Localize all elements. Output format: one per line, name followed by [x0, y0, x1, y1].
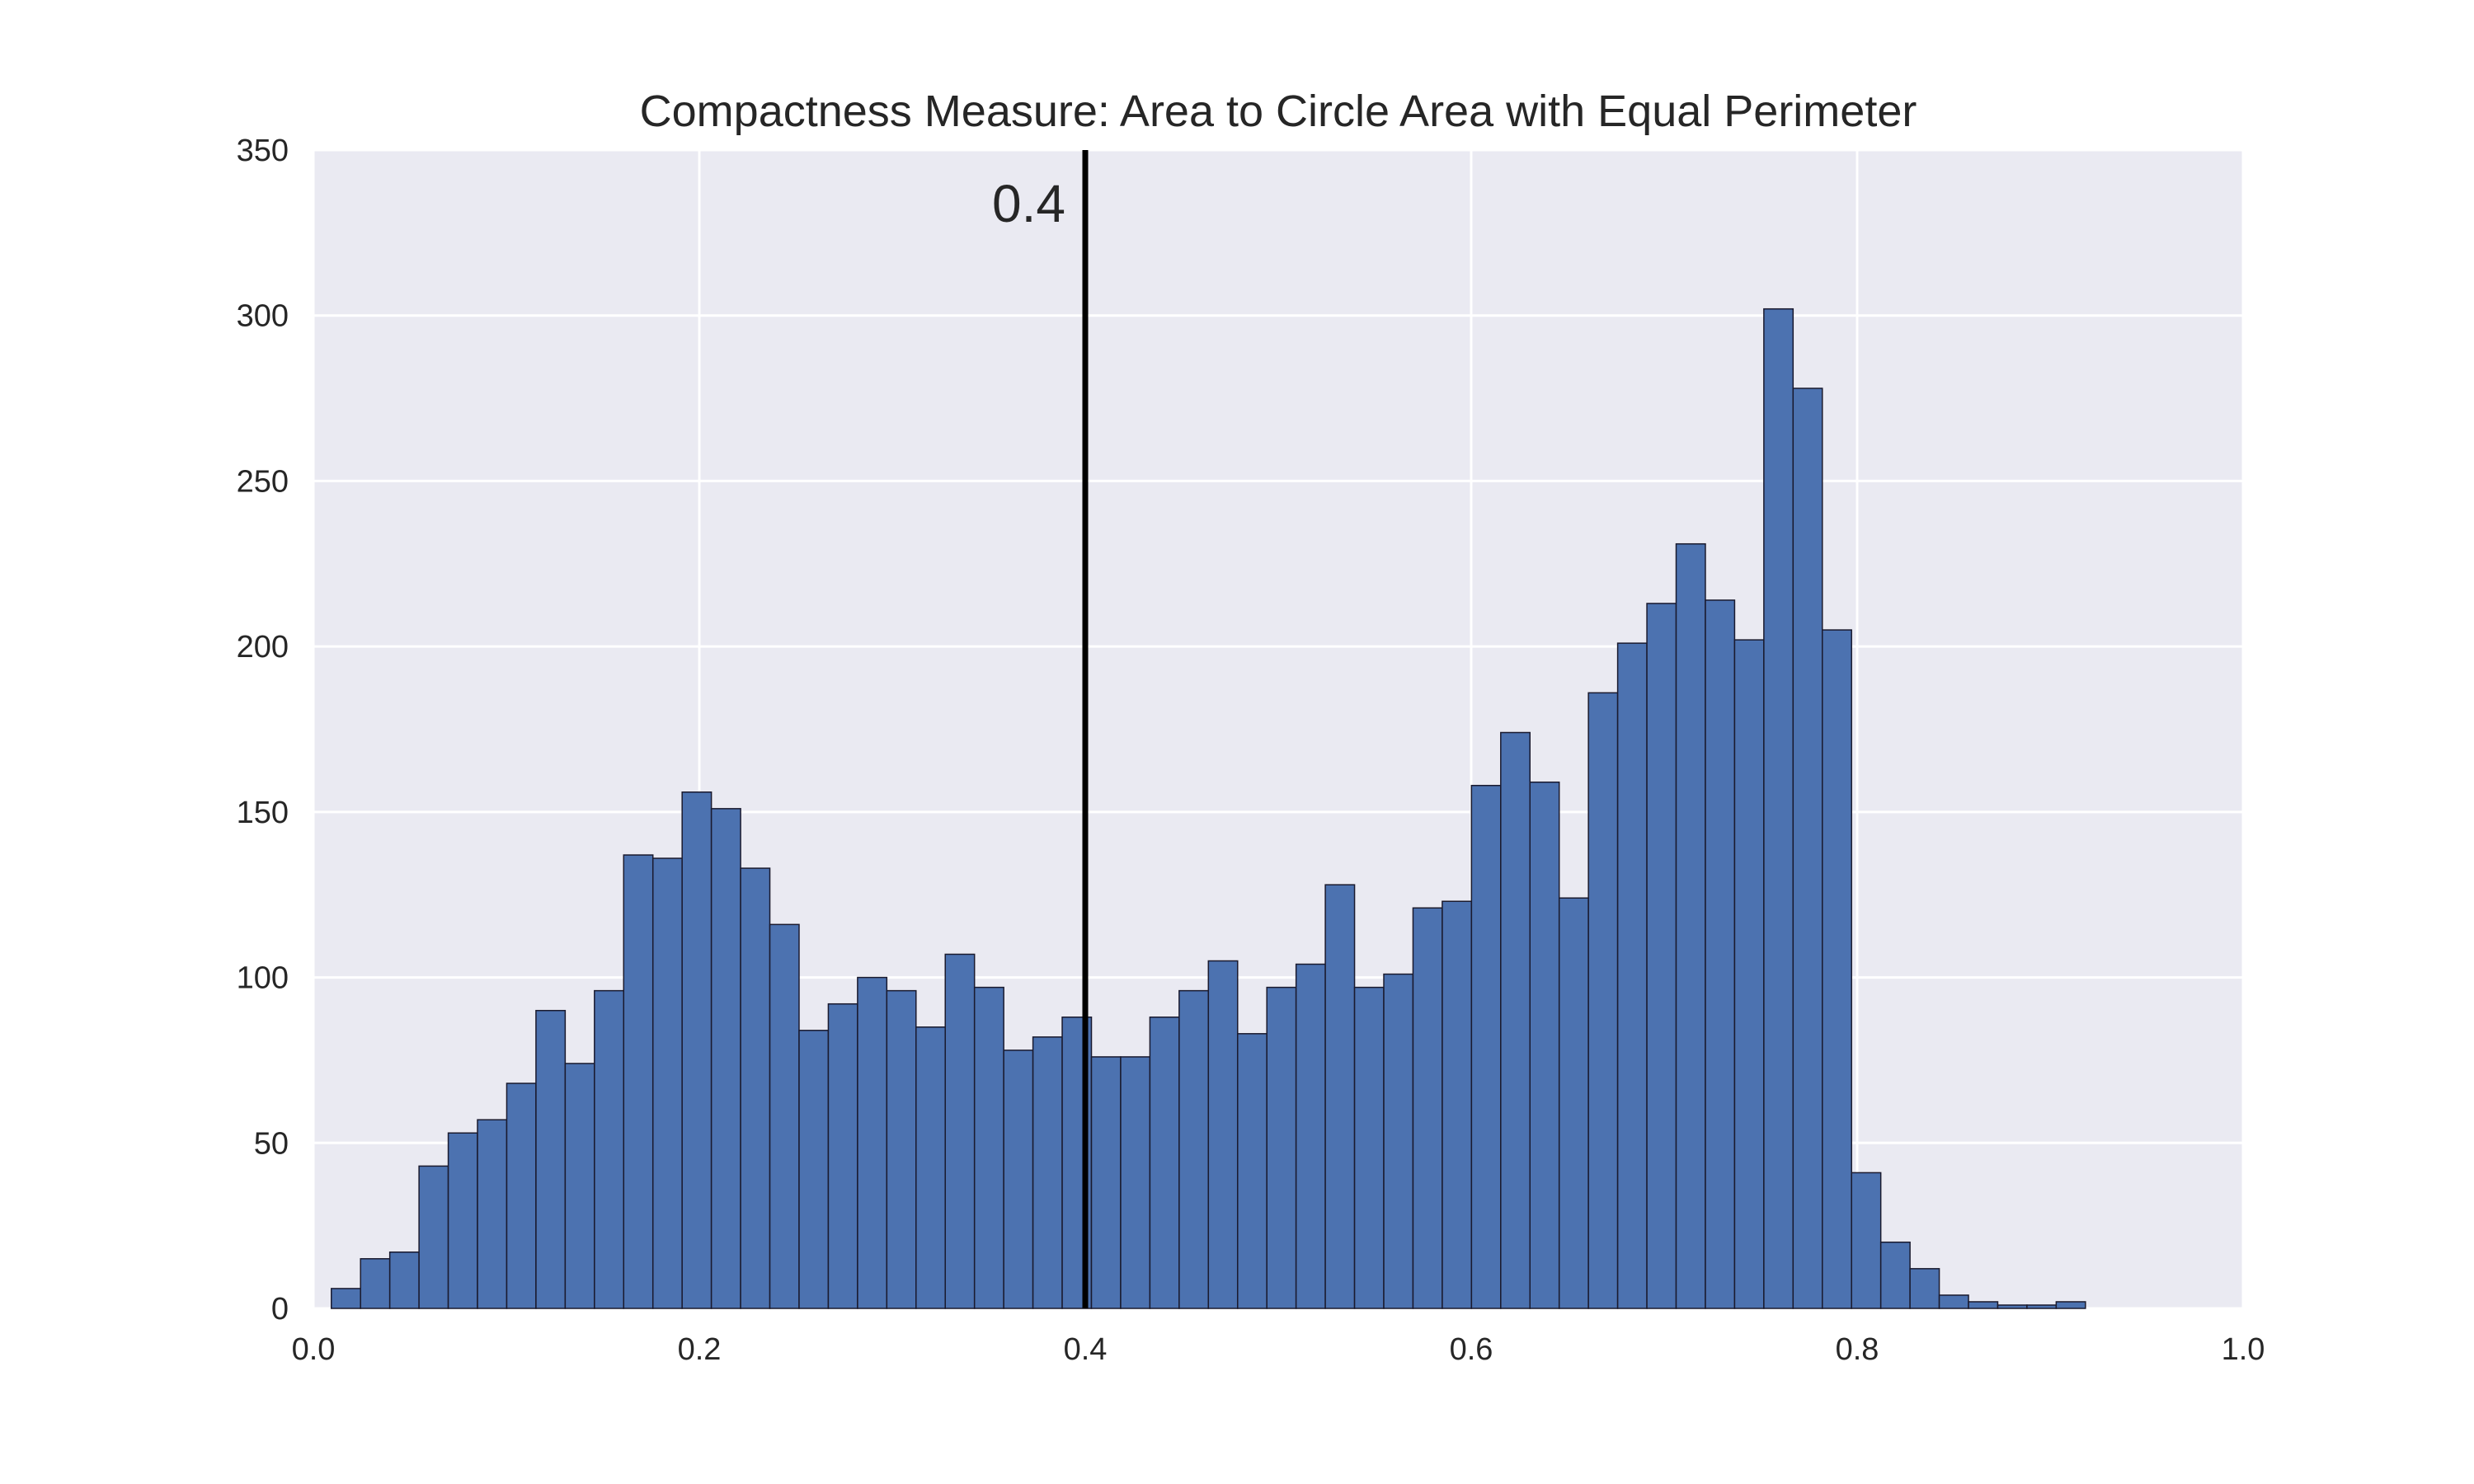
y-tick-label: 50	[254, 1126, 289, 1161]
histogram-bar	[1266, 986, 1297, 1309]
y-tick-label: 250	[237, 464, 289, 499]
histogram-bar	[506, 1082, 537, 1309]
histogram-bar	[1178, 989, 1210, 1309]
histogram-bar	[1149, 1016, 1180, 1309]
histogram-bar	[798, 1030, 830, 1309]
histogram-bar	[681, 791, 713, 1309]
histogram-bar	[1470, 784, 1502, 1309]
x-tick-label: 1.0	[2222, 1332, 2265, 1367]
histogram-bar	[1558, 897, 1589, 1309]
histogram-bar	[1792, 387, 1823, 1309]
histogram-bar	[1324, 884, 1356, 1309]
x-tick-label: 0.0	[292, 1332, 336, 1367]
histogram-bar	[1090, 1056, 1122, 1309]
y-tick-label: 100	[237, 961, 289, 996]
histogram-bar	[944, 953, 976, 1309]
histogram-bar	[1705, 599, 1736, 1309]
histogram-bar	[1997, 1304, 2028, 1309]
histogram-bars	[331, 308, 2086, 1309]
y-axis-ticks: 0 50 100 150 200 250 300 350	[237, 134, 289, 1327]
histogram-bar	[1675, 542, 1706, 1309]
histogram-bar	[1587, 692, 1619, 1309]
histogram-bar	[1120, 1056, 1151, 1309]
histogram-bar	[1851, 1172, 1882, 1309]
histogram-bar	[1003, 1050, 1034, 1309]
histogram-bar	[973, 986, 1004, 1309]
y-tick-label: 150	[237, 796, 289, 830]
histogram-bar	[477, 1119, 508, 1309]
histogram-bar	[1822, 629, 1852, 1309]
histogram-bar	[447, 1132, 478, 1309]
histogram-bar	[388, 1252, 420, 1309]
histogram-bar	[886, 989, 917, 1309]
histogram-bar	[651, 857, 683, 1309]
x-tick-label: 0.8	[1836, 1332, 1879, 1367]
x-tick-label: 0.6	[1450, 1332, 1493, 1367]
histogram-bar	[769, 923, 800, 1309]
histogram-bar	[1412, 907, 1443, 1309]
histogram-bar	[1529, 781, 1560, 1309]
y-tick-label: 350	[237, 134, 289, 168]
histogram-bar	[594, 989, 625, 1309]
histogram-bar	[740, 867, 771, 1309]
histogram-bar	[1353, 986, 1385, 1309]
histogram-bar	[623, 854, 654, 1309]
histogram-bar	[1763, 308, 1794, 1309]
histogram-bar	[360, 1258, 391, 1309]
y-tick-label: 200	[237, 630, 289, 665]
reference-line-group: 0.4	[992, 150, 1089, 1308]
histogram-bar	[1236, 1033, 1268, 1309]
histogram-bar	[564, 1063, 595, 1309]
histogram-bar	[1295, 963, 1326, 1309]
histogram-bar	[710, 808, 741, 1309]
histogram-bar	[1968, 1301, 1999, 1309]
histogram-bar	[2026, 1304, 2058, 1309]
x-tick-label: 0.4	[1064, 1332, 1108, 1367]
histogram-bar	[1032, 1036, 1063, 1309]
histogram-bar	[2055, 1301, 2086, 1309]
histogram-bar	[1442, 900, 1473, 1309]
histogram-bar	[1909, 1268, 1940, 1309]
x-tick-label: 0.2	[678, 1332, 722, 1367]
reference-line-label: 0.4	[992, 174, 1065, 233]
histogram-bar	[1938, 1294, 1969, 1309]
histogram-bar	[1646, 603, 1677, 1309]
histogram-bar	[915, 1026, 946, 1309]
chart-title: Compactness Measure: Area to Circle Area…	[639, 87, 1917, 136]
histogram-bar	[827, 1003, 858, 1309]
y-tick-label: 0	[271, 1292, 289, 1327]
histogram-bar	[1733, 639, 1765, 1309]
histogram-bar	[1500, 731, 1531, 1309]
histogram-bar	[1879, 1241, 1911, 1309]
histogram-bar	[1616, 642, 1648, 1309]
x-axis-ticks: 0.0 0.2 0.4 0.6 0.8 1.0	[292, 1332, 2265, 1367]
histogram-bar	[1207, 960, 1239, 1309]
y-tick-label: 300	[237, 299, 289, 334]
histogram-bar	[418, 1165, 449, 1309]
histogram-bar	[1383, 973, 1414, 1309]
histogram-bar	[535, 1009, 567, 1309]
histogram-bar	[857, 976, 888, 1309]
histogram-bar	[331, 1288, 361, 1309]
